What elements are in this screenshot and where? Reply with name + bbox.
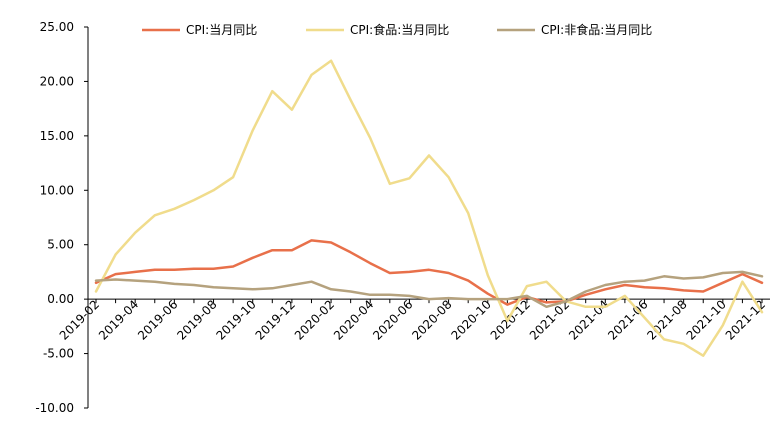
x-axis: 2019-022019-042019-062019-082019-102019-… <box>57 297 770 343</box>
x-tick-label: 2020-06 <box>370 297 415 342</box>
legend-item: CPI:食品:当月同比 <box>306 22 449 37</box>
x-tick-label: 2019-04 <box>96 297 141 342</box>
x-tick-label: 2019-06 <box>135 297 180 342</box>
legend-label: CPI:当月同比 <box>186 23 257 37</box>
x-tick-label: 2019-10 <box>213 297 258 342</box>
y-tick-label: 10.00 <box>40 183 74 197</box>
series-line-2 <box>94 59 764 357</box>
x-tick-label: 2019-08 <box>174 297 219 342</box>
legend: CPI:当月同比 CPI:食品:当月同比 CPI:非食品:当月同比 <box>142 22 652 37</box>
y-tick-label: 5.00 <box>47 238 74 252</box>
x-tick-label: 2020-10 <box>449 297 494 342</box>
legend-item: CPI:非食品:当月同比 <box>497 22 652 37</box>
x-tick-label: 2020-08 <box>409 297 454 342</box>
y-tick-label: -10.00 <box>35 401 74 415</box>
legend-label: CPI:食品:当月同比 <box>350 22 449 37</box>
y-tick-label: 25.00 <box>40 20 74 34</box>
x-tick-label: 2021-08 <box>644 297 689 342</box>
series-layer <box>94 59 764 357</box>
legend-item: CPI:当月同比 <box>142 23 257 37</box>
x-tick-label: 2021-12 <box>723 297 768 342</box>
x-tick-label: 2021-10 <box>684 297 729 342</box>
x-tick-label: 2019-12 <box>253 297 298 342</box>
y-tick-label: 0.00 <box>47 292 74 306</box>
y-tick-label: 15.00 <box>40 129 74 143</box>
y-tick-label: -5.00 <box>43 347 74 361</box>
x-tick-label: 2020-04 <box>331 297 376 342</box>
y-tick-label: 20.00 <box>40 74 74 88</box>
series-line-3 <box>94 270 764 309</box>
series-line-1 <box>94 239 764 306</box>
x-tick-label: 2021-02 <box>527 297 572 342</box>
y-axis: 25.00 20.00 15.00 10.00 5.00 0.00 -5.00 -10.00 <box>35 20 89 415</box>
x-tick-label: 2020-02 <box>292 297 337 342</box>
legend-label: CPI:非食品:当月同比 <box>541 22 652 37</box>
